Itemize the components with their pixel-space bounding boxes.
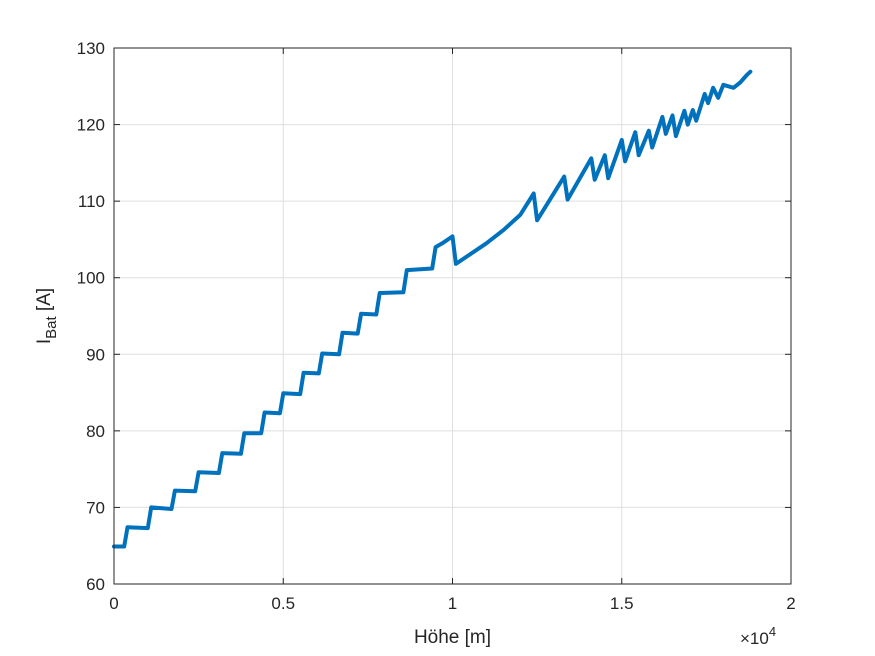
x-tick-label: 1.5 — [610, 594, 634, 613]
x-axis-label: Höhe [m] — [414, 627, 491, 648]
x-axis-exponent: ×104 — [740, 624, 776, 648]
y-tick-label: 110 — [78, 192, 105, 211]
y-tick-label: 80 — [86, 422, 105, 441]
y-axis-label: IBat [A] — [34, 288, 60, 344]
y-tick-label: 120 — [77, 116, 105, 135]
x-tick-label: 2 — [786, 594, 795, 613]
y-tick-label: 70 — [86, 498, 105, 517]
x-tick-label: 0.5 — [271, 594, 295, 613]
y-tick-label: 60 — [86, 575, 105, 594]
x-tick-label: 1 — [448, 594, 457, 613]
y-tick-label: 100 — [77, 269, 105, 288]
y-tick-label: 130 — [77, 39, 105, 58]
x-exponent-power: 4 — [769, 624, 776, 639]
y-axis-label-subscript: Bat — [43, 316, 60, 339]
ticks: 0 0.5 1 1.5 2 60 70 80 90 100 110 120 130 — [77, 39, 796, 613]
series-layer — [112, 69, 753, 549]
y-axis-label-main: I — [34, 339, 55, 344]
x-tick-label: 0 — [109, 594, 118, 613]
x-exponent-times: ×10 — [740, 629, 769, 648]
grid — [113, 47, 792, 585]
y-axis-label-unit: [A] — [34, 288, 55, 317]
series-line — [112, 69, 753, 549]
y-tick-label: 90 — [86, 345, 105, 364]
